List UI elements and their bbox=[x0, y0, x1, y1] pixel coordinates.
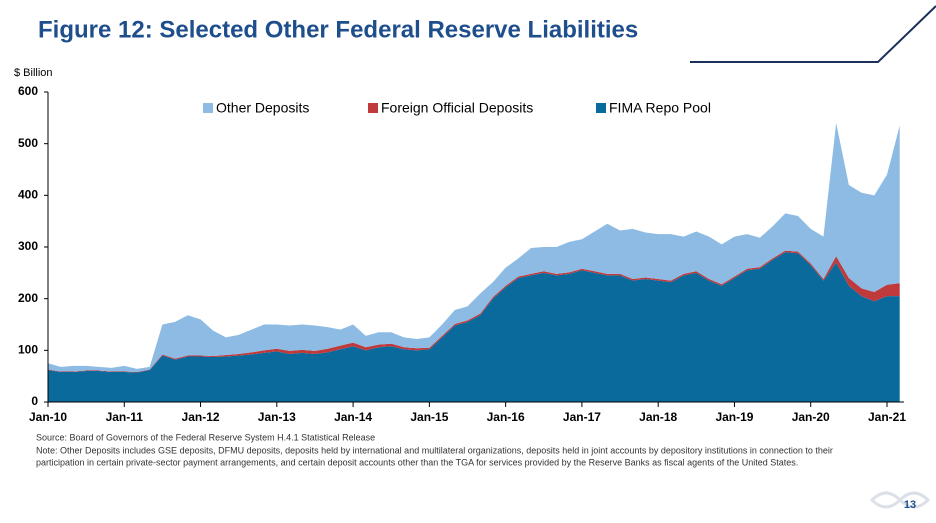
area bbox=[48, 123, 900, 373]
y-tick-label: 200 bbox=[18, 291, 38, 305]
legend-label: Foreign Official Deposits bbox=[381, 100, 533, 116]
x-tick-label: Jan-13 bbox=[258, 410, 296, 424]
x-tick-label: Jan-10 bbox=[29, 410, 67, 424]
source: Source: Board of Governors of the Federa… bbox=[36, 432, 375, 442]
legend-label: FIMA Repo Pool bbox=[609, 100, 711, 116]
x-tick-label: Jan-21 bbox=[868, 410, 906, 424]
note: participation in certain private-sector … bbox=[36, 457, 798, 467]
x-tick-label: Jan-18 bbox=[639, 410, 677, 424]
plot-area: 0 100 200 300 400 500 600 Jan-10 Jan-11 Jan-12 Jan… bbox=[18, 84, 906, 424]
page-number: 13 bbox=[904, 499, 916, 511]
y-tick-label: 500 bbox=[18, 136, 38, 150]
y-tick-label: 0 bbox=[31, 394, 38, 408]
header-rule bbox=[690, 5, 936, 63]
note: Note: Other Deposits includes GSE deposi… bbox=[36, 445, 833, 455]
x-tick-label: Jan-15 bbox=[410, 410, 448, 424]
legend-swatch bbox=[203, 103, 213, 113]
chart-title: Figure 12: Selected Other Federal Reserv… bbox=[38, 16, 638, 43]
y-axis-label: $ Billion bbox=[14, 67, 53, 79]
x-tick-label: Jan-19 bbox=[715, 410, 753, 424]
legend-swatch bbox=[368, 103, 378, 113]
legend-label: Other Deposits bbox=[216, 100, 309, 116]
x-tick-label: Jan-20 bbox=[792, 410, 830, 424]
x-tick-label: Jan-11 bbox=[106, 410, 144, 424]
area bbox=[48, 252, 900, 402]
legend-swatch bbox=[596, 103, 606, 113]
x-tick-label: Jan-14 bbox=[334, 410, 372, 424]
y-tick-label: 300 bbox=[18, 239, 38, 253]
x-tick-label: Jan-16 bbox=[487, 410, 525, 424]
x-tick-label: Jan-12 bbox=[182, 410, 220, 424]
y-tick-label: 600 bbox=[18, 84, 38, 98]
logo bbox=[869, 491, 931, 509]
y-tick-label: 100 bbox=[18, 343, 38, 357]
y-tick-label: 400 bbox=[18, 188, 38, 202]
x-tick-label: Jan-17 bbox=[563, 410, 601, 424]
